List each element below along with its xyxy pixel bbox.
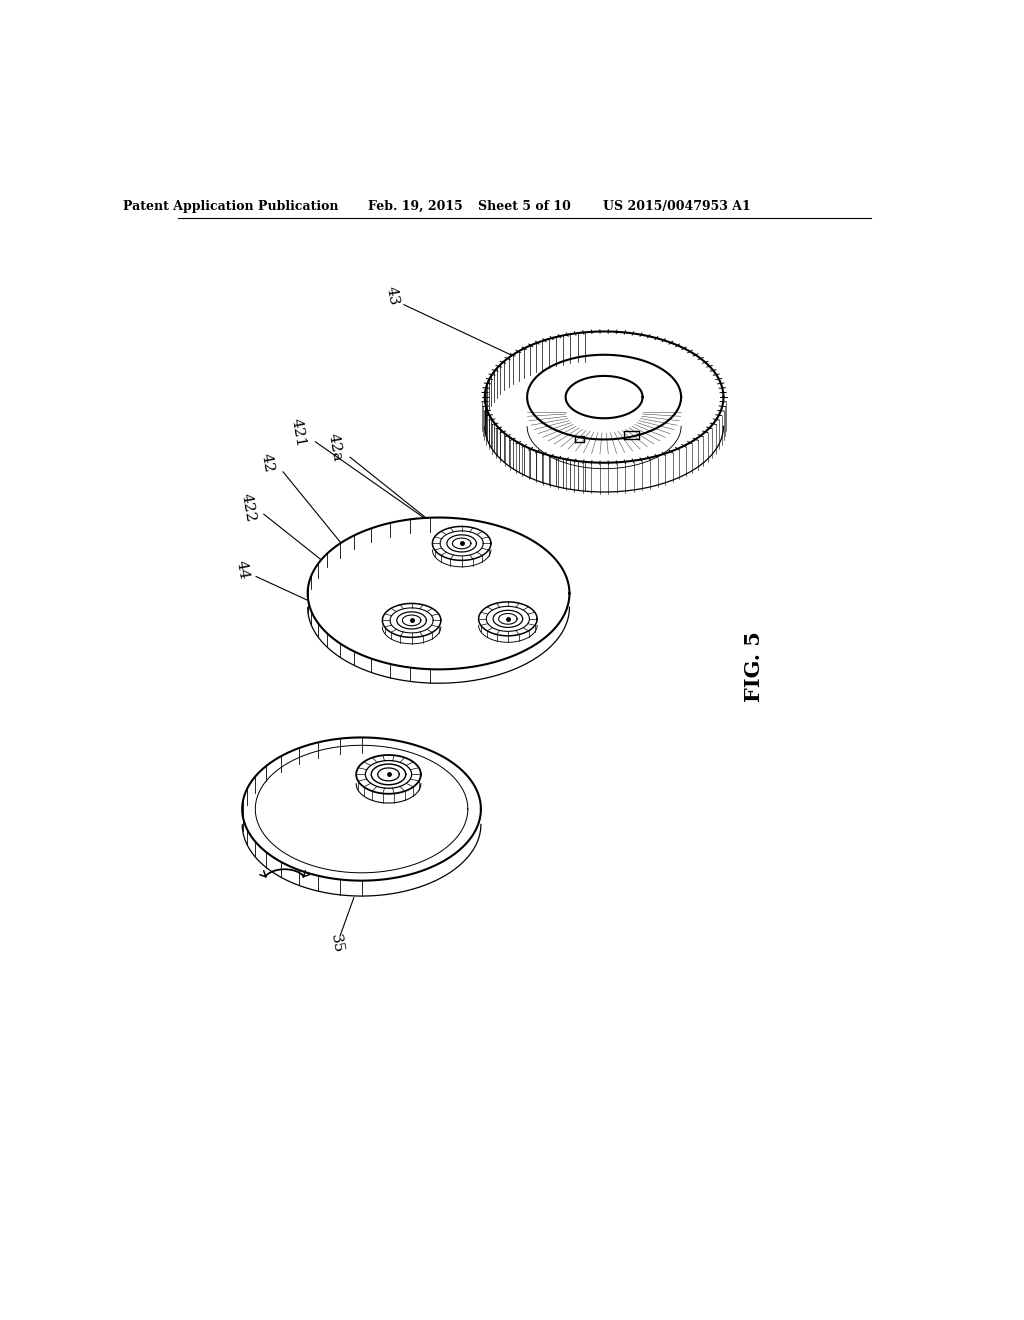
Polygon shape bbox=[484, 331, 724, 463]
Text: US 2015/0047953 A1: US 2015/0047953 A1 bbox=[603, 199, 752, 213]
Text: 421: 421 bbox=[289, 417, 308, 447]
Text: FIG. 5: FIG. 5 bbox=[744, 631, 764, 702]
Text: 43: 43 bbox=[384, 285, 401, 306]
Polygon shape bbox=[356, 755, 421, 793]
Text: 42: 42 bbox=[259, 451, 276, 474]
Polygon shape bbox=[478, 602, 538, 636]
Text: Patent Application Publication: Patent Application Publication bbox=[123, 199, 338, 213]
Polygon shape bbox=[382, 603, 441, 638]
Text: 35: 35 bbox=[329, 933, 345, 954]
Text: 422: 422 bbox=[239, 491, 258, 523]
Text: 42a: 42a bbox=[326, 432, 344, 462]
Text: 44: 44 bbox=[233, 560, 251, 581]
Polygon shape bbox=[307, 517, 569, 669]
Text: Sheet 5 of 10: Sheet 5 of 10 bbox=[478, 199, 571, 213]
Polygon shape bbox=[243, 738, 481, 880]
Polygon shape bbox=[432, 527, 490, 561]
Text: Feb. 19, 2015: Feb. 19, 2015 bbox=[368, 199, 463, 213]
